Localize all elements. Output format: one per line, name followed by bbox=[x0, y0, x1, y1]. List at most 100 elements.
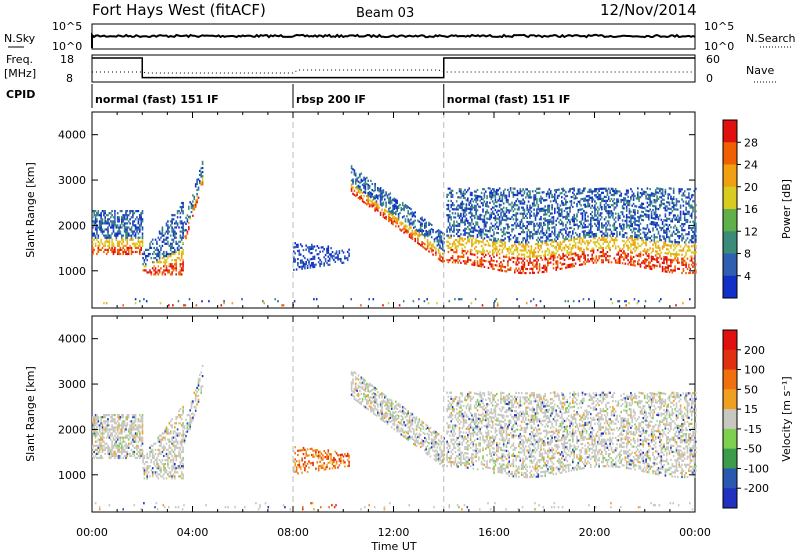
power-cell bbox=[475, 249, 477, 253]
power-cell bbox=[104, 220, 106, 223]
power-cell bbox=[323, 262, 325, 265]
power-cell bbox=[638, 259, 640, 262]
power-cell bbox=[381, 192, 383, 195]
power-cell bbox=[371, 199, 374, 202]
power-cell bbox=[551, 253, 553, 256]
vel-cell bbox=[94, 448, 97, 451]
power-cell bbox=[371, 201, 374, 204]
power-cell bbox=[395, 221, 397, 224]
power-cell bbox=[333, 254, 335, 257]
power-cell bbox=[581, 208, 584, 211]
power-cell bbox=[650, 212, 653, 215]
power-cell bbox=[457, 204, 459, 207]
power-cell bbox=[371, 205, 374, 208]
power-cell bbox=[689, 267, 692, 270]
power-cell bbox=[518, 243, 520, 246]
power-cell bbox=[522, 216, 524, 219]
power-cell bbox=[511, 244, 513, 247]
power-cell bbox=[607, 259, 610, 262]
power-cell bbox=[123, 214, 126, 217]
power-cell bbox=[118, 220, 120, 223]
power-cell bbox=[92, 226, 94, 229]
power-cell bbox=[537, 230, 540, 233]
vel-cell bbox=[112, 436, 115, 439]
power-cell bbox=[664, 192, 667, 195]
vel-cell bbox=[114, 426, 116, 429]
power-cell bbox=[511, 215, 513, 219]
power-cell bbox=[634, 250, 636, 253]
power-cell bbox=[125, 238, 127, 241]
power-cell bbox=[415, 228, 418, 231]
power-cell bbox=[525, 239, 527, 242]
power-cell bbox=[174, 252, 176, 256]
power-cell bbox=[646, 248, 649, 251]
power-cell bbox=[193, 204, 196, 207]
power-cell bbox=[496, 252, 498, 255]
power-cell bbox=[112, 242, 115, 245]
power-cell bbox=[663, 219, 665, 222]
power-cell bbox=[570, 238, 573, 242]
vel-cell bbox=[92, 444, 94, 447]
power-cell bbox=[169, 246, 172, 249]
power-cell bbox=[667, 197, 669, 200]
power-cell bbox=[136, 242, 138, 245]
power-cell bbox=[453, 204, 455, 207]
power-cell bbox=[523, 265, 526, 268]
power-cell bbox=[437, 249, 440, 252]
power-cell bbox=[529, 222, 531, 226]
power-cell bbox=[92, 210, 94, 213]
power-cell bbox=[548, 233, 551, 236]
power-cell bbox=[483, 255, 486, 258]
power-cell bbox=[538, 187, 541, 190]
vel-cell bbox=[98, 424, 101, 427]
power-cell bbox=[659, 196, 661, 199]
power-cell bbox=[114, 214, 116, 217]
power-cell bbox=[602, 224, 604, 227]
power-cell bbox=[476, 250, 479, 253]
power-cell bbox=[547, 243, 549, 246]
power-cell bbox=[525, 302, 528, 305]
power-cell bbox=[126, 246, 129, 249]
power-colorbar-swatch bbox=[723, 120, 737, 143]
power-colorbar-label: 12 bbox=[744, 225, 758, 238]
power-cell bbox=[562, 228, 564, 231]
power-cell bbox=[309, 258, 312, 261]
power-cell bbox=[107, 226, 109, 229]
power-cell bbox=[293, 258, 295, 261]
power-cell bbox=[522, 188, 524, 191]
power-cell bbox=[536, 202, 538, 205]
power-cell bbox=[620, 198, 622, 201]
power-cell bbox=[104, 234, 106, 237]
vel-cell bbox=[96, 456, 98, 460]
power-cell bbox=[527, 190, 530, 193]
power-cell bbox=[143, 259, 146, 262]
power-cell bbox=[496, 221, 498, 224]
power-cell bbox=[601, 187, 603, 190]
power-cell bbox=[408, 221, 411, 224]
power-cell bbox=[508, 246, 510, 249]
power-cell bbox=[156, 259, 158, 262]
power-cell bbox=[544, 254, 546, 257]
power-cell bbox=[573, 258, 575, 261]
power-cell bbox=[606, 232, 609, 235]
power-cell bbox=[389, 210, 392, 213]
power-cell bbox=[551, 212, 553, 215]
power-cell bbox=[609, 224, 611, 227]
vel-cell bbox=[118, 432, 120, 435]
power-cell bbox=[393, 199, 396, 202]
power-cell bbox=[543, 232, 545, 235]
vel-cell bbox=[114, 418, 116, 421]
power-cell bbox=[366, 195, 368, 198]
power-cell bbox=[121, 238, 123, 241]
power-cell bbox=[692, 265, 694, 268]
power-cell bbox=[493, 255, 495, 258]
power-cell bbox=[508, 203, 510, 206]
power-cell bbox=[563, 209, 566, 212]
power-cell bbox=[653, 213, 656, 216]
power-cell bbox=[653, 194, 656, 198]
power-cell bbox=[639, 265, 642, 268]
power-cell bbox=[379, 199, 382, 202]
power-cell bbox=[683, 245, 686, 248]
power-cell bbox=[567, 239, 570, 242]
power-cell bbox=[565, 199, 567, 202]
